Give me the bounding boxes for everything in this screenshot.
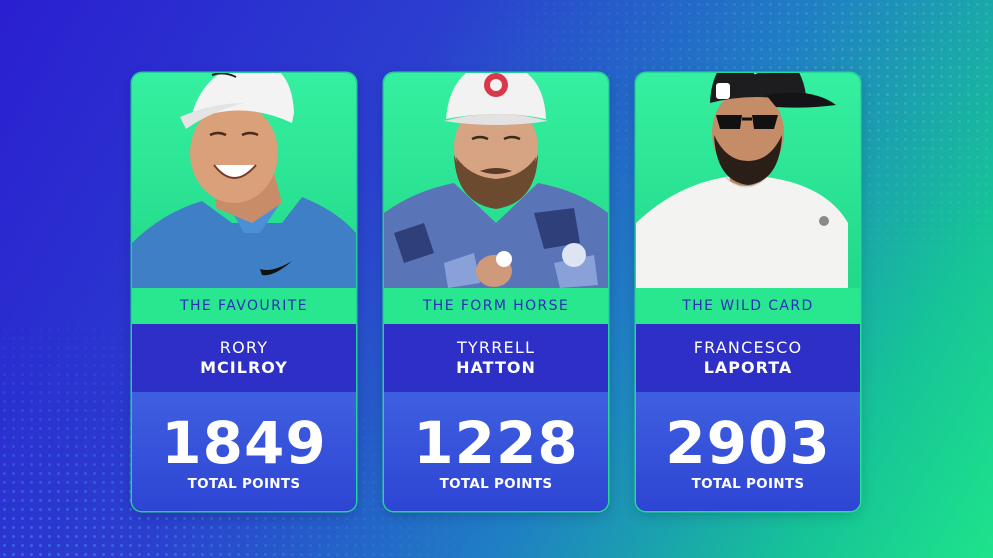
player-points: 2903 TOTAL POINTS bbox=[636, 392, 860, 511]
player-last-name: MCILROY bbox=[200, 358, 288, 377]
player-points: 1228 TOTAL POINTS bbox=[384, 392, 608, 511]
player-name: FRANCESCO LAPORTA bbox=[636, 324, 860, 392]
total-points-value: 2903 bbox=[665, 408, 831, 477]
player-card: THE WILD CARD FRANCESCO LAPORTA 2903 TOT… bbox=[636, 73, 860, 511]
player-tag: THE WILD CARD bbox=[636, 288, 860, 324]
player-tag: THE FORM HORSE bbox=[384, 288, 608, 324]
total-points-label: TOTAL POINTS bbox=[187, 475, 301, 492]
total-points-value: 1849 bbox=[161, 408, 327, 477]
golfer-photo-icon bbox=[384, 73, 608, 288]
golfer-photo-icon bbox=[132, 73, 356, 288]
player-photo bbox=[384, 73, 608, 288]
player-last-name: LAPORTA bbox=[703, 358, 793, 377]
player-name: RORY MCILROY bbox=[132, 324, 356, 392]
player-name: TYRRELL HATTON bbox=[384, 324, 608, 392]
golfer-photo-icon bbox=[636, 73, 848, 288]
player-first-name: RORY bbox=[219, 338, 269, 357]
total-points-value: 1228 bbox=[413, 408, 579, 477]
player-photo bbox=[132, 73, 356, 288]
total-points-label: TOTAL POINTS bbox=[439, 475, 553, 492]
player-points: 1849 TOTAL POINTS bbox=[132, 392, 356, 511]
total-points-label: TOTAL POINTS bbox=[691, 475, 805, 492]
player-first-name: TYRRELL bbox=[456, 338, 536, 357]
player-photo bbox=[636, 73, 860, 288]
player-card: THE FORM HORSE TYRRELL HATTON 1228 TOTAL… bbox=[384, 73, 608, 511]
player-last-name: HATTON bbox=[456, 358, 536, 377]
player-card: THE FAVOURITE RORY MCILROY 1849 TOTAL PO… bbox=[132, 73, 356, 511]
player-tag: THE FAVOURITE bbox=[132, 288, 356, 324]
player-first-name: FRANCESCO bbox=[693, 338, 803, 357]
